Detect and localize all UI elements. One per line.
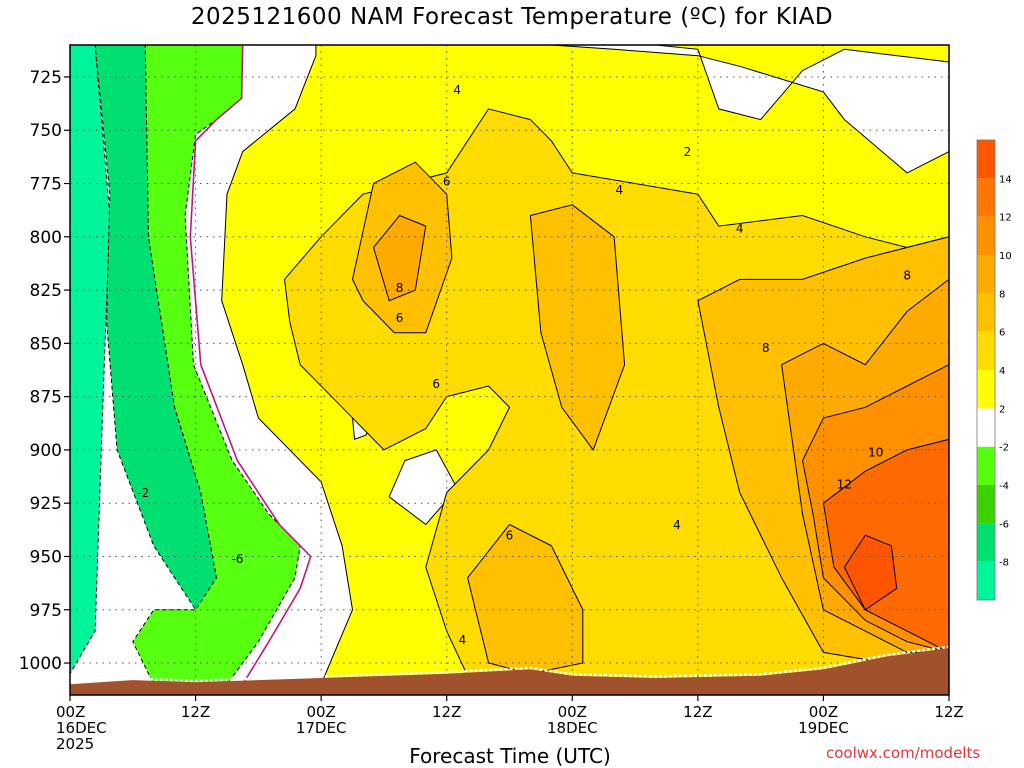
contour-label: 4 [453, 83, 461, 97]
colorbar-segment [977, 523, 995, 562]
region-6-to-8-b [529, 204, 626, 451]
x-tick-label: 18DEC [547, 719, 598, 737]
y-tick-label: 775 [30, 175, 62, 195]
colorbar-tick-label: 6 [999, 328, 1005, 339]
terrain-fill [70, 648, 949, 695]
colorbar-tick-label: 14 [999, 174, 1012, 185]
x-tick-label: 12Z [683, 703, 712, 721]
contour-label: -6 [231, 552, 243, 566]
terrain-edge [70, 645, 949, 685]
colorbar-tick-label: 10 [999, 251, 1012, 262]
colorbar-segment [977, 561, 995, 600]
colorbar-tick-label: -4 [999, 481, 1009, 492]
colorbar-segment [977, 255, 995, 294]
contour-label: 4 [616, 183, 624, 197]
colorbar-tick-label: 2 [999, 404, 1005, 415]
y-tick-label: 725 [30, 68, 62, 88]
y-tick-label: 800 [30, 228, 62, 248]
contour-label: 8 [903, 268, 911, 282]
region-minus-4-to-minus-2 [132, 45, 301, 685]
region-white-small-2 [388, 449, 458, 526]
colorbar-segment [977, 331, 995, 370]
region-6-to-8-c [467, 523, 584, 675]
x-tick-label: 16DEC [56, 719, 107, 737]
region-white-upper-right [551, 45, 949, 174]
contour-label: 4 [459, 633, 467, 647]
y-tick-label: 850 [30, 334, 62, 354]
y-tick-label: 900 [30, 441, 62, 461]
contour-label: 6 [396, 311, 404, 325]
colorbar-segment [977, 485, 995, 524]
colorbar-tick-label: 12 [999, 213, 1012, 224]
contour-label: 6 [506, 528, 514, 542]
colorbar-segment [977, 178, 995, 217]
colorbar-segment [977, 446, 995, 485]
terrain [70, 645, 949, 695]
x-tick-label: 00Z [558, 703, 587, 721]
y-tick-label: 825 [30, 281, 62, 301]
x-tick-label: 12Z [432, 703, 461, 721]
colorbar-tick-label: -8 [999, 558, 1009, 569]
chart-title: 2025121600 NAM Forecast Temperature (ºC)… [190, 4, 834, 30]
y-tick-label: 950 [30, 547, 62, 567]
colorbar-tick-label: -6 [999, 519, 1009, 530]
colorbar-segment [977, 216, 995, 255]
contour-label: 10 [868, 445, 883, 459]
contour-label: 4 [673, 518, 681, 532]
colorbar-segment [977, 140, 995, 179]
x-tick-label: 00Z [809, 703, 838, 721]
x-tick-label: 00Z [306, 703, 335, 721]
region-14-to-16 [843, 534, 898, 611]
colorbar-tick-label: 4 [999, 366, 1005, 377]
x-tick-label: 19DEC [798, 719, 849, 737]
contour-label: 6 [432, 377, 440, 391]
contour-label: 4 [736, 222, 744, 236]
y-tick-label: 875 [30, 388, 62, 408]
x-tick-label: 00Z [56, 703, 85, 721]
colorbar-tick-label: -2 [999, 443, 1009, 454]
x-axis-label: Forecast Time (UTC) [409, 744, 611, 768]
x-tick-label: 17DEC [296, 719, 347, 737]
colorbar-segment [977, 370, 995, 409]
grid-lines [70, 45, 949, 695]
contour-labels: 4 2 6 4 4 8 8 6 8 6 10 12 4 6 -6 -2 4 [137, 83, 911, 647]
colorbar-frame [976, 139, 996, 601]
y-tick-label: 925 [30, 494, 62, 514]
y-axis: 725 750 775 800 825 850 875 900 925 950 975 1000 [19, 68, 70, 674]
contour-fills [70, 45, 949, 685]
colorbar-segment [977, 293, 995, 332]
contour-label: -2 [137, 486, 149, 500]
region-8-to-10 [372, 214, 427, 302]
x-tick-label: 12Z [181, 703, 210, 721]
colorbar: -8 -6 -4 -2 2 4 6 8 10 12 14 [976, 139, 1012, 601]
colorbar-segment [977, 408, 995, 447]
y-tick-label: 750 [30, 121, 62, 141]
contour-label: 12 [837, 477, 852, 491]
contour-label: 8 [762, 341, 770, 355]
plot-frame [69, 44, 950, 696]
x-tick-label: 2025 [56, 735, 94, 753]
contour-label: 2 [684, 145, 692, 159]
region-minus-8-to-minus-6 [70, 45, 111, 675]
colorbar-tick-label: 8 [999, 289, 1005, 300]
y-tick-label: 975 [30, 601, 62, 621]
x-tick-label: 12Z [934, 703, 963, 721]
y-tick-label: 1000 [19, 654, 62, 674]
freezing-line [189, 45, 312, 685]
contour-label: 6 [443, 175, 451, 189]
contour-label: 8 [396, 281, 404, 295]
credit-text: coolwx.com/modelts [826, 744, 981, 762]
